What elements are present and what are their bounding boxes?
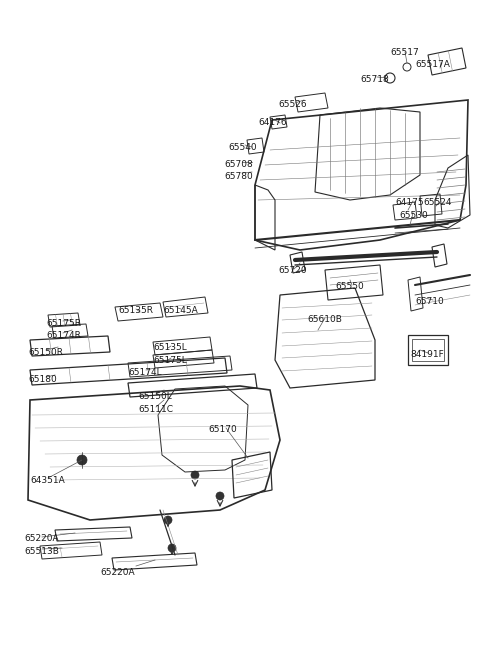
Text: 64351A: 64351A xyxy=(30,476,65,485)
Circle shape xyxy=(191,471,199,479)
Text: 84191F: 84191F xyxy=(410,350,444,359)
Text: 65524: 65524 xyxy=(423,198,452,207)
Circle shape xyxy=(164,516,172,524)
Circle shape xyxy=(216,492,224,500)
Text: 65720: 65720 xyxy=(278,266,307,275)
Text: 65526: 65526 xyxy=(278,100,307,109)
Text: 65135L: 65135L xyxy=(153,343,187,352)
Text: 65150R: 65150R xyxy=(28,348,63,357)
Text: 65708: 65708 xyxy=(224,160,253,169)
Text: 65517: 65517 xyxy=(390,48,419,57)
Text: 65220A: 65220A xyxy=(24,534,59,543)
Text: 65780: 65780 xyxy=(224,172,253,181)
Text: 64176: 64176 xyxy=(258,118,287,127)
Text: 65530: 65530 xyxy=(399,211,428,220)
Text: 65175R: 65175R xyxy=(46,319,81,328)
Text: 65135R: 65135R xyxy=(118,306,153,315)
Text: 65175L: 65175L xyxy=(153,356,187,365)
Text: 65174L: 65174L xyxy=(128,368,162,377)
Text: 65145A: 65145A xyxy=(163,306,198,315)
Text: 65174R: 65174R xyxy=(46,331,81,340)
Text: 65540: 65540 xyxy=(228,143,257,152)
Text: 65150L: 65150L xyxy=(138,392,172,401)
Text: 64175: 64175 xyxy=(395,198,424,207)
Circle shape xyxy=(168,544,176,552)
Circle shape xyxy=(77,455,87,465)
Text: 65550: 65550 xyxy=(335,282,364,291)
Text: 65111C: 65111C xyxy=(138,405,173,414)
Text: 65220A: 65220A xyxy=(101,568,135,577)
Text: 65513B: 65513B xyxy=(24,547,59,556)
Text: 65180: 65180 xyxy=(28,375,57,384)
Text: 65517A: 65517A xyxy=(415,60,450,69)
Text: 65718: 65718 xyxy=(360,75,389,84)
Text: 65610B: 65610B xyxy=(307,315,342,324)
Text: 65170: 65170 xyxy=(208,425,237,434)
Text: 65710: 65710 xyxy=(415,297,444,306)
